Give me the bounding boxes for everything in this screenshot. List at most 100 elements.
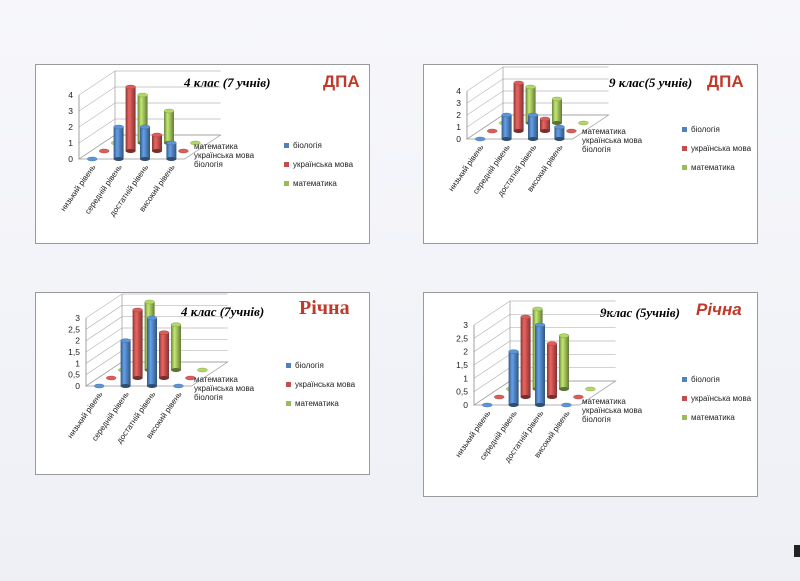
bar-біологія-3 bbox=[166, 140, 177, 161]
bar-українська-мова-1 bbox=[520, 314, 531, 399]
depth-label: математика bbox=[582, 127, 626, 136]
bar-математика-2 bbox=[558, 333, 570, 391]
legend-item: математика bbox=[682, 411, 751, 423]
legend-swatch-biology bbox=[682, 376, 687, 382]
legend-label: математика bbox=[691, 162, 735, 172]
gridline-side bbox=[85, 339, 123, 364]
cylinder-base bbox=[113, 157, 124, 161]
legend-swatch-math bbox=[682, 164, 687, 170]
gridline-side bbox=[473, 327, 511, 352]
bar-українська-мова-2 bbox=[151, 132, 163, 153]
cylinder-base bbox=[547, 395, 557, 399]
cylinder-top bbox=[551, 96, 563, 102]
legend-item: математика bbox=[284, 177, 353, 189]
depth-label: українська мова bbox=[582, 136, 643, 145]
legend-item: математика bbox=[682, 161, 751, 173]
chart-title-tag: Річна bbox=[696, 300, 742, 319]
cylinder-top bbox=[190, 140, 201, 146]
gridline-side bbox=[85, 350, 123, 375]
gridline-side bbox=[466, 78, 504, 104]
depth-label: математика bbox=[194, 375, 238, 384]
gridline-side bbox=[78, 86, 116, 112]
legend-item: біологія bbox=[284, 139, 353, 151]
bar-біологія-3 bbox=[561, 402, 572, 408]
cylinder-top bbox=[561, 402, 572, 408]
y-tick-label: 2 bbox=[456, 110, 461, 120]
cylinder-base bbox=[132, 376, 143, 380]
gridline-side bbox=[473, 354, 511, 379]
y-tick-label: 2 bbox=[75, 336, 80, 346]
legend-swatch-math bbox=[682, 414, 687, 420]
bar-математика-3 bbox=[197, 367, 208, 373]
cylinder-top bbox=[525, 84, 536, 90]
y-tick-label: 1 bbox=[463, 373, 468, 383]
legend-swatch-ukrainian bbox=[682, 145, 687, 151]
cylinder-body bbox=[513, 83, 524, 131]
depth-label: українська мова bbox=[194, 151, 255, 160]
bar-українська-мова-3 bbox=[566, 128, 577, 134]
gridline-side bbox=[466, 66, 504, 92]
cylinder-body bbox=[508, 351, 519, 405]
cylinder-top bbox=[166, 140, 177, 146]
cylinder-base bbox=[125, 149, 136, 153]
cylinder-top bbox=[508, 349, 519, 354]
y-tick-label: 3 bbox=[456, 98, 461, 108]
bar-біологія-2 bbox=[527, 112, 539, 141]
depth-label: математика bbox=[582, 397, 626, 406]
chart-4-class-dpa: 4 клас (7 учнів) ДПА 0 1 2 3 4 низький рівень… bbox=[35, 64, 370, 244]
gridline-side bbox=[466, 102, 504, 128]
gridline-side bbox=[78, 102, 116, 128]
bar-біологія-0 bbox=[87, 156, 98, 162]
y-tick-label: 1 bbox=[75, 358, 80, 368]
legend-label: математика bbox=[691, 412, 735, 422]
cylinder-top bbox=[197, 367, 208, 373]
legend-label: біологія bbox=[691, 124, 720, 134]
chart-9-class-annual: 9клас (5учнів) Річна 0 0,5 1 1,5 2 2,5 3 низьки… bbox=[423, 292, 758, 497]
chart-title: 9клас (5учнів) bbox=[600, 305, 680, 320]
y-tick-label: 2 bbox=[463, 347, 468, 357]
y-tick-label: 2 bbox=[68, 122, 73, 132]
cylinder-base bbox=[152, 149, 162, 153]
legend-label: українська мова bbox=[293, 159, 354, 169]
cylinder-body bbox=[540, 119, 550, 131]
bar-біологія-2 bbox=[534, 322, 546, 407]
legend-swatch-ukrainian bbox=[286, 381, 291, 387]
cylinder-body bbox=[552, 99, 562, 123]
gridline-side bbox=[85, 316, 123, 341]
bar-математика-3 bbox=[190, 140, 201, 146]
bar-українська-мова-1 bbox=[125, 84, 136, 153]
cylinder-top bbox=[120, 338, 131, 343]
cylinder-top bbox=[139, 124, 151, 130]
gridline-side bbox=[85, 293, 123, 319]
cylinder-body bbox=[140, 127, 150, 159]
y-tick-label: 0 bbox=[68, 154, 73, 164]
legend-label: математика bbox=[293, 178, 337, 188]
y-tick-label: 4 bbox=[456, 86, 461, 96]
cylinder-body bbox=[113, 127, 124, 159]
y-tick-label: 0,5 bbox=[456, 387, 468, 397]
legend: біологія українська мова математика bbox=[682, 123, 751, 180]
cylinder-top bbox=[534, 322, 546, 328]
legend: біологія українська мова математика bbox=[284, 139, 353, 196]
cylinder-base bbox=[540, 129, 550, 133]
cylinder-body bbox=[166, 143, 177, 159]
chart-title: 9 клас(5 учнів) bbox=[609, 75, 693, 90]
legend-item: українська мова bbox=[284, 158, 353, 170]
gridline-side bbox=[473, 367, 511, 392]
legend-item: біологія bbox=[286, 359, 355, 371]
cylinder-top bbox=[163, 108, 175, 114]
legend-label: українська мова bbox=[295, 379, 356, 389]
gridline-side bbox=[85, 305, 123, 330]
depth-axis-labels: математика українська мова біологія bbox=[194, 142, 254, 169]
cylinder-body bbox=[520, 317, 531, 397]
cylinder-top bbox=[573, 394, 584, 400]
cylinder-body bbox=[152, 135, 162, 151]
cylinder-base bbox=[535, 403, 545, 407]
bar-математика-3 bbox=[585, 386, 596, 392]
bar-біологія-0 bbox=[482, 402, 493, 408]
cylinder-top bbox=[151, 132, 163, 138]
gridline-side bbox=[473, 340, 511, 366]
bar-математика-2 bbox=[551, 96, 563, 125]
